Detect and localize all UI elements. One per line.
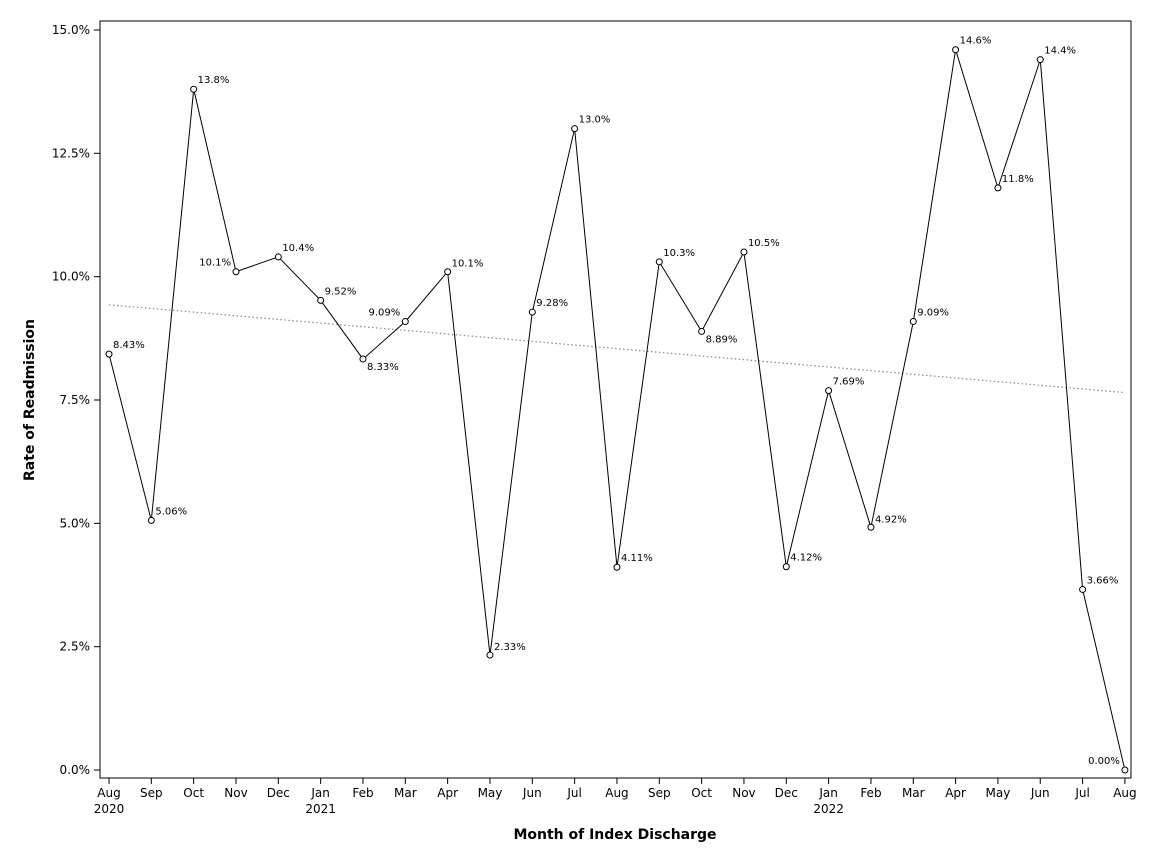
data-point xyxy=(740,248,748,256)
x-tick-label: Jan xyxy=(818,786,838,800)
data-point xyxy=(317,296,325,304)
data-point xyxy=(359,355,367,363)
y-tick-label: 5.0% xyxy=(60,516,91,530)
data-point xyxy=(232,268,240,276)
data-label: 4.92% xyxy=(875,514,907,525)
x-tick-label: Apr xyxy=(437,786,458,800)
y-tick-label: 10.0% xyxy=(52,270,90,284)
data-label: 9.28% xyxy=(536,298,568,309)
y-tick-label: 12.5% xyxy=(52,146,90,160)
plot-frame xyxy=(99,20,1132,779)
data-label: 3.66% xyxy=(1087,575,1119,586)
data-point xyxy=(1079,585,1087,593)
y-axis: 0.0% 2.5% 5.0% 7.5% 10.0% 12.5% 15.0% xyxy=(52,23,100,777)
data-point xyxy=(867,523,875,531)
x-axis-title: Month of Index Discharge xyxy=(513,827,716,843)
data-label: 7.69% xyxy=(833,377,865,388)
y-tick-label: 15.0% xyxy=(52,23,90,37)
data-point xyxy=(952,46,960,54)
x-tick-label: Dec xyxy=(775,786,798,800)
x-year-label: 2022 xyxy=(813,802,844,816)
x-tick-label: Aug xyxy=(605,786,628,800)
x-tick-label: Aug xyxy=(1113,786,1136,800)
data-label: 9.09% xyxy=(369,308,401,319)
x-year-label: 2021 xyxy=(305,802,336,816)
data-label: 10.4% xyxy=(282,243,314,254)
data-point xyxy=(1121,766,1129,774)
data-label: 0.00% xyxy=(1088,756,1120,767)
data-point xyxy=(147,516,155,524)
x-tick-label: Dec xyxy=(267,786,290,800)
series-group: 8.43% 5.06% 13.8% 10.1% 10.4% 9.52% 8.33% 9.09%… xyxy=(105,36,1129,774)
data-label: 9.09% xyxy=(917,308,949,319)
data-label: 14.4% xyxy=(1044,46,1076,57)
data-point xyxy=(528,308,536,316)
data-label: 13.0% xyxy=(579,115,611,126)
x-tick-label: Oct xyxy=(691,786,712,800)
data-label: 8.89% xyxy=(706,334,738,345)
y-tick-label: 0.0% xyxy=(60,763,91,777)
data-label: 5.06% xyxy=(155,506,187,517)
x-tick-label: May xyxy=(478,786,503,800)
x-tick-label: Aug xyxy=(97,786,120,800)
x-tick-label: Jun xyxy=(522,786,542,800)
data-point xyxy=(444,268,452,276)
x-axis: Aug 2020 Sep Oct Nov Dec Jan 2021 Feb Mar Apr May Ju… xyxy=(94,778,1137,816)
data-point xyxy=(571,125,579,133)
data-point xyxy=(994,184,1002,192)
x-tick-label: Nov xyxy=(224,786,247,800)
x-tick-label: Sep xyxy=(140,786,163,800)
x-tick-label: Apr xyxy=(945,786,966,800)
data-label: 2.33% xyxy=(494,642,526,653)
data-label: 9.52% xyxy=(325,286,357,297)
data-label: 13.8% xyxy=(198,75,230,86)
x-tick-label: Nov xyxy=(732,786,755,800)
data-label: 8.33% xyxy=(367,362,399,373)
data-label: 10.3% xyxy=(663,248,695,259)
x-tick-label: Jul xyxy=(566,786,581,800)
data-point xyxy=(190,85,198,93)
data-point xyxy=(1036,56,1044,64)
x-tick-label: Mar xyxy=(902,786,925,800)
series-line xyxy=(108,49,1126,771)
data-point xyxy=(613,563,621,571)
x-tick-label: Jun xyxy=(1030,786,1050,800)
data-label: 4.11% xyxy=(621,553,653,564)
data-point xyxy=(401,318,409,326)
data-label: 10.1% xyxy=(199,258,231,269)
data-label: 4.12% xyxy=(790,553,822,564)
x-tick-label: Jan xyxy=(310,786,330,800)
data-point xyxy=(105,350,113,358)
data-label: 10.1% xyxy=(452,259,484,270)
x-tick-label: Sep xyxy=(648,786,671,800)
x-tick-label: May xyxy=(986,786,1011,800)
data-label: 8.43% xyxy=(113,340,145,351)
y-axis-title: Rate of Readmission xyxy=(22,319,38,481)
data-point xyxy=(698,327,706,335)
data-point xyxy=(655,258,663,266)
x-year-label: 2020 xyxy=(94,802,125,816)
y-tick-label: 2.5% xyxy=(60,640,91,654)
x-tick-label: Jul xyxy=(1074,786,1089,800)
x-tick-label: Feb xyxy=(352,786,373,800)
y-tick-label: 7.5% xyxy=(60,393,91,407)
trend-line xyxy=(108,304,1125,394)
x-tick-label: Feb xyxy=(860,786,881,800)
data-point xyxy=(909,318,917,326)
x-tick-label: Oct xyxy=(183,786,204,800)
data-label: 10.5% xyxy=(748,238,780,249)
data-point xyxy=(274,253,282,261)
x-tick-label: Mar xyxy=(394,786,417,800)
data-point xyxy=(825,387,833,395)
data-label: 11.8% xyxy=(1002,174,1034,185)
data-point xyxy=(486,651,494,659)
data-point xyxy=(782,563,790,571)
data-label: 14.6% xyxy=(960,36,992,47)
trend-line-group xyxy=(108,304,1125,394)
